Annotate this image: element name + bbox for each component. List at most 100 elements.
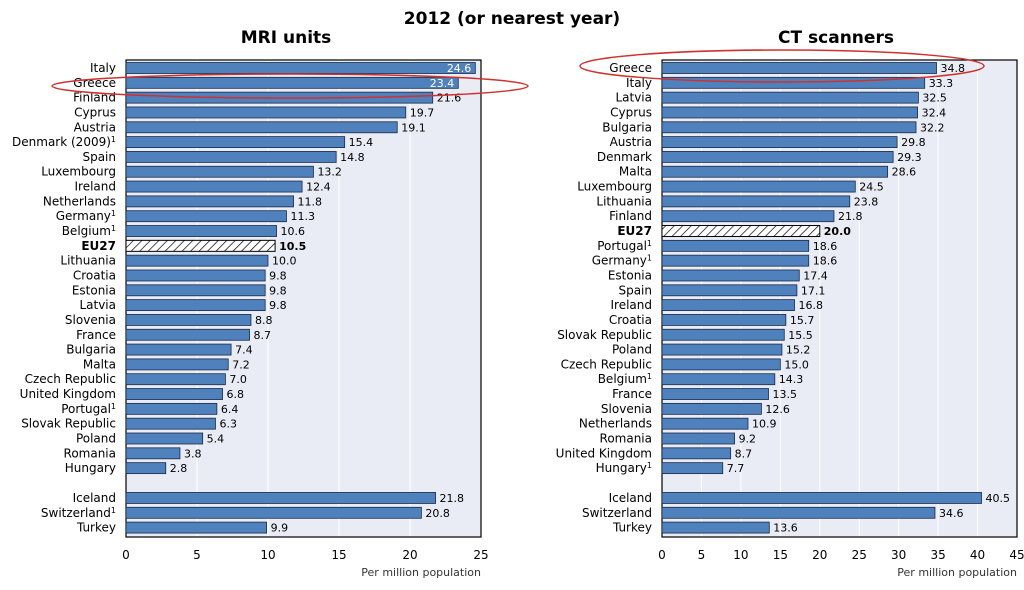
category-label: Estonia — [608, 268, 652, 282]
highlight-oval — [51, 73, 529, 99]
value-label: 19.1 — [401, 121, 426, 134]
category-label: Switzerland1 — [41, 506, 116, 520]
value-label: 7.7 — [727, 462, 745, 475]
value-label: 14.8 — [340, 151, 365, 164]
value-label: 32.2 — [920, 121, 945, 134]
bar-czech-republic — [125, 373, 226, 386]
bar-turkey — [661, 521, 770, 534]
value-label: 21.6 — [437, 92, 462, 105]
category-label: Bulgaria — [66, 343, 116, 357]
value-label: 10.6 — [281, 225, 306, 238]
value-label: 11.8 — [298, 195, 323, 208]
value-label: 7.0 — [229, 373, 247, 386]
x-tick-label: 20 — [402, 548, 417, 562]
x-axis-title: Per million population — [361, 566, 481, 579]
category-label: Luxembourg — [577, 180, 652, 194]
value-label: 21.8 — [440, 492, 465, 505]
bar-bulgaria — [661, 121, 917, 134]
x-tick-label: 40 — [970, 548, 985, 562]
value-label: 2.8 — [170, 462, 188, 475]
category-label: Latvia — [79, 298, 116, 312]
value-label: 21.8 — [838, 210, 863, 223]
bar-lithuania — [125, 254, 269, 267]
bar-hungary — [125, 462, 167, 475]
category-label: Luxembourg — [41, 165, 116, 179]
bar-slovak-republic — [125, 417, 216, 430]
bar-bulgaria — [125, 343, 232, 356]
category-label: Italy — [90, 61, 116, 75]
category-label: United Kingdom — [20, 387, 116, 401]
category-label: Romania — [64, 446, 116, 460]
bar-greece — [661, 62, 937, 74]
value-label: 32.4 — [922, 106, 947, 119]
category-label: Czech Republic — [561, 357, 652, 371]
category-label: Turkey — [76, 521, 116, 535]
category-label: Czech Republic — [25, 372, 116, 386]
value-label: 23.4 — [430, 77, 455, 90]
bar-latvia — [661, 91, 919, 104]
category-label: Italy — [626, 76, 652, 90]
value-label: 34.8 — [941, 62, 966, 75]
bar-eu27 — [661, 225, 821, 238]
value-label: 20.0 — [824, 225, 851, 238]
bar-estonia — [661, 269, 800, 282]
x-axis-title: Per million population — [897, 566, 1017, 579]
bar-malta — [661, 165, 889, 178]
value-label: 12.6 — [765, 403, 790, 416]
value-label: 6.3 — [219, 418, 237, 431]
category-label: Iceland — [609, 491, 652, 505]
category-label: EU27 — [81, 239, 116, 253]
bar-cyprus — [125, 106, 407, 119]
category-label: Belgium1 — [62, 224, 116, 238]
bar-iceland — [125, 492, 436, 504]
value-label: 24.6 — [447, 62, 472, 75]
value-label: 15.7 — [790, 314, 815, 327]
category-label: Cyprus — [610, 105, 652, 119]
value-label: 13.6 — [773, 522, 798, 535]
x-tick-label: 0 — [658, 548, 666, 562]
bar-malta — [125, 358, 229, 371]
category-label: Slovak Republic — [21, 417, 116, 431]
value-label: 15.5 — [788, 329, 813, 342]
category-label: Spain — [618, 283, 652, 297]
category-label: EU27 — [617, 224, 652, 238]
bar-romania — [125, 447, 181, 460]
bar-poland — [125, 432, 204, 445]
value-label: 29.3 — [897, 151, 922, 164]
bar-ireland — [125, 180, 303, 193]
value-label: 20.8 — [425, 507, 450, 520]
x-tick-label: 25 — [473, 548, 488, 562]
bar-belgium — [661, 373, 776, 386]
bar-finland — [661, 210, 835, 223]
bar-switzerland — [661, 506, 936, 519]
category-label: Finland — [609, 209, 652, 223]
value-label: 40.5 — [986, 492, 1011, 505]
value-label: 15.2 — [786, 344, 811, 357]
bar-united-kingdom — [661, 447, 732, 460]
bar-turkey — [125, 521, 267, 534]
value-label: 32.5 — [922, 92, 947, 105]
category-label: Croatia — [73, 268, 116, 282]
x-tick-label: 5 — [698, 548, 706, 562]
bar-czech-republic — [661, 358, 781, 371]
value-label: 15.4 — [349, 136, 374, 149]
category-label: Lithuania — [596, 194, 652, 208]
bar-spain — [661, 284, 798, 297]
value-label: 15.0 — [784, 358, 809, 371]
category-label: Denmark (2009)1 — [12, 135, 116, 149]
bar-portugal — [125, 402, 218, 415]
category-label: Spain — [82, 150, 116, 164]
ct-scanners-chart: CT scanners Greece 34.8 Italy 33.3 Latvia 32.5… — [556, 28, 1024, 579]
x-tick-label: 10 — [733, 548, 748, 562]
bar-slovak-republic — [661, 328, 785, 341]
category-label: Greece — [609, 61, 652, 75]
value-label: 28.6 — [892, 166, 917, 179]
category-label: Estonia — [72, 283, 116, 297]
value-label: 9.8 — [269, 269, 287, 282]
category-label: Bulgaria — [602, 120, 652, 134]
value-label: 10.0 — [272, 255, 297, 268]
value-label: 5.4 — [207, 433, 225, 446]
category-label: France — [76, 328, 116, 342]
bar-united-kingdom — [125, 388, 223, 400]
